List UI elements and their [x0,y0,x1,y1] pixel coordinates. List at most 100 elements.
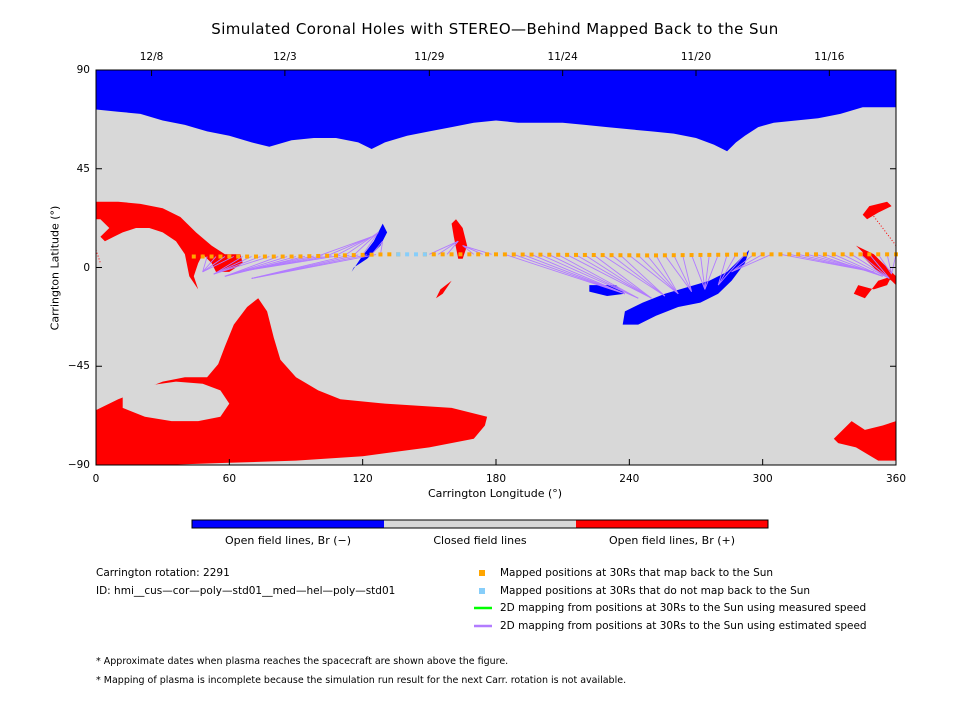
mapped-position-yes [449,252,454,257]
mapped-position-yes [325,253,330,258]
estimated-speed-line [429,240,459,255]
mapped-position-yes [760,252,765,257]
mapped-position-yes [698,252,703,257]
mapped-position-yes [645,253,650,258]
y-tick-label: 45 [76,162,90,175]
colorbar-frame [191,519,769,529]
open-positive-region-5 [853,276,892,299]
estimated-speed-line [540,254,639,299]
estimated-speed-line [877,254,892,275]
mapped-position-yes [289,254,294,259]
estimated-speed-line [717,254,737,286]
mapped-position-yes [858,252,863,257]
footnote-dates: * Approximate dates when plasma reaches … [96,656,509,667]
mapped-position-yes [654,253,658,258]
estimated-speed-line [602,254,666,297]
estimated-speed-line [704,254,719,290]
mapped-position-yes [227,254,232,259]
estimated-speed-line [437,240,459,255]
estimated-speed-line [202,256,226,273]
legend-marker-1 [479,588,485,594]
estimated-speed-line [513,254,626,295]
mapped-position-no [405,252,410,257]
mapped-position-yes [378,252,383,257]
mapped-position-yes [431,252,436,257]
estimated-speed-line [891,254,897,275]
estimated-speed-line [213,256,270,275]
mapped-position-yes [458,252,463,257]
estimated-speed-line [620,254,666,297]
mapped-position-yes [538,252,543,257]
legend-label-measured-speed: 2D mapping from positions at 30Rs to the… [500,602,867,614]
estimated-speed-line [446,240,459,255]
mapped-position-yes [867,252,872,257]
estimated-speed-line [575,254,652,299]
y-tick-label: −90 [67,459,90,471]
estimated-speed-line [731,253,763,273]
open-negative-region-0 [96,70,896,152]
dotted-edge-1 [95,249,101,264]
estimated-speed-line [362,232,379,256]
footnote-incomplete: * Mapping of plasma is incomplete becaus… [96,675,627,686]
legend-label-estimated-speed: 2D mapping from positions at 30Rs to the… [500,620,867,632]
y-tick-label: −45 [67,360,90,373]
mapped-position-yes [254,254,258,259]
mapped-position-yes [556,252,561,257]
y-axis-label: Carrington Latitude (°) [48,205,62,331]
x-tick-label: 0 [92,473,100,485]
estimated-speed-line [860,253,890,279]
mapped-position-no [396,252,401,257]
y-tick-label: 0 [83,261,90,274]
x-tick-label: 300 [752,473,773,485]
carrington-rotation-text: Carrington rotation: 2291 [96,567,230,579]
estimated-speed-line [699,254,706,290]
top-date-label: 11/29 [414,51,445,63]
mapped-position-yes [787,252,792,257]
estimated-speed-line [344,232,379,256]
mapped-position-yes [831,252,836,257]
mapped-position-yes [716,252,721,257]
estimated-speed-line [213,256,252,275]
estimated-speed-line [522,254,626,295]
mapped-position-yes [582,252,587,257]
estimated-speed-line [717,254,746,286]
colorbar-segment-0 [192,520,384,528]
mapped-position-yes [662,253,667,258]
estimated-speed-line [629,254,679,295]
mapped-position-yes [334,253,338,258]
estimated-speed-line [851,253,890,279]
mapped-position-yes [502,252,507,257]
mapped-position-yes [547,252,552,257]
mapped-position-no [414,252,418,257]
mapped-position-yes [769,252,774,257]
legend-label-mapped-no: Mapped positions at 30Rs that do not map… [500,585,811,597]
mapped-position-yes [796,252,801,257]
model-id-text: ID: hmi__cus—cor—poly—std01__med—hel—pol… [96,585,396,597]
mapped-position-yes [262,254,267,259]
open-positive-region-3 [436,280,452,299]
mapped-position-yes [618,253,623,258]
top-date-label: 12/8 [139,51,164,63]
estimated-speed-line [380,241,384,255]
mapped-position-yes [360,252,365,257]
map-axes [95,69,897,466]
mapped-position-yes [316,253,321,258]
estimated-speed-line [611,254,666,297]
mapped-position-yes [351,253,356,258]
mapped-position-yes [822,252,827,257]
closed-hole-region-0 [122,381,230,422]
mapped-position-yes [591,253,596,258]
top-date-label: 12/3 [273,51,297,63]
open-positive-region-2 [451,219,468,259]
mapped-position-yes [200,254,205,259]
mapped-position-yes [609,253,614,258]
chart-title: Simulated Coronal Holes with STEREO—Behi… [211,20,779,38]
mapped-position-yes [671,253,676,258]
estimated-speed-line [566,254,652,299]
top-date-label: 11/16 [814,51,845,63]
estimated-speed-line [202,256,234,273]
mapped-position-yes [494,252,498,257]
mapped-position-yes [476,252,481,257]
estimated-speed-line [238,254,341,273]
estimated-speed-line [335,236,372,256]
